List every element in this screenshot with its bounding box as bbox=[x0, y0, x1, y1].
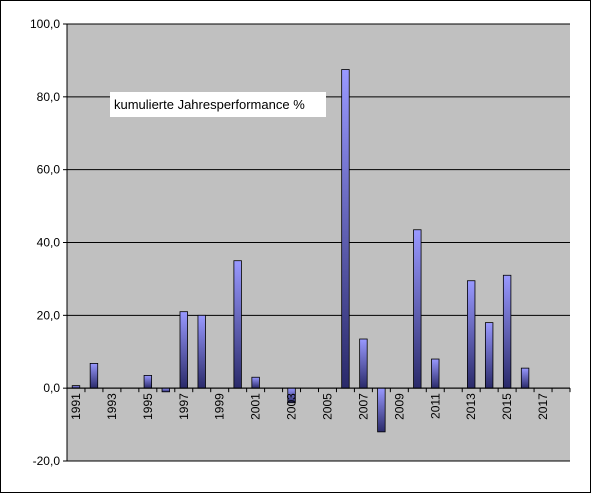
x-tick-label: 1991 bbox=[69, 393, 83, 420]
bar-2008 bbox=[377, 387, 386, 433]
bar-2010 bbox=[413, 229, 422, 389]
x-tick-label: 1995 bbox=[141, 393, 155, 420]
bar-1997 bbox=[179, 311, 188, 389]
bar-1998 bbox=[197, 314, 206, 389]
y-tick-label: -20,0 bbox=[33, 454, 61, 468]
bar-2013 bbox=[467, 280, 476, 389]
y-tick-label: 60,0 bbox=[37, 163, 61, 177]
x-tick-label: 2007 bbox=[356, 393, 370, 420]
x-tick-label: 1999 bbox=[213, 393, 227, 420]
bar-2011 bbox=[431, 358, 440, 389]
bar-2015 bbox=[502, 274, 512, 389]
chart-title-box: kumulierte Jahresperformance % bbox=[110, 92, 326, 117]
y-tick-label: 100,0 bbox=[30, 17, 60, 31]
x-tick-label: 2013 bbox=[464, 393, 478, 420]
x-tick-label: 1997 bbox=[177, 393, 191, 420]
y-tick-label: 80,0 bbox=[37, 90, 61, 104]
y-tick-label: 20,0 bbox=[37, 308, 61, 322]
y-tick-labels: -20,0 0,0 20,0 40,0 60,0 80,0 100,0 bbox=[30, 17, 60, 468]
x-tick-label: 2009 bbox=[392, 393, 406, 420]
x-tick-label: 2011 bbox=[428, 393, 442, 419]
bar-2006 bbox=[341, 69, 350, 389]
bar-1995 bbox=[143, 375, 153, 389]
bar-2000 bbox=[233, 260, 242, 389]
y-tick-label: 0,0 bbox=[43, 381, 60, 395]
x-tick-label: 2015 bbox=[500, 393, 514, 420]
y-tick-label: 40,0 bbox=[37, 236, 61, 250]
x-tick-labels: 1991 1993 1995 1997 1999 2001 2003 2005 2007 2009… bbox=[66, 388, 571, 420]
x-tick-label: 2005 bbox=[320, 393, 334, 420]
bar-2014 bbox=[484, 322, 494, 389]
bar-2001 bbox=[251, 376, 260, 389]
bar-2016 bbox=[520, 367, 530, 389]
bar-2007 bbox=[359, 338, 368, 389]
x-tick-label: 1993 bbox=[105, 393, 119, 420]
x-tick-label: 2001 bbox=[249, 393, 263, 420]
bar-1996 bbox=[161, 387, 170, 393]
x-tick-label: 2017 bbox=[536, 393, 550, 420]
bar-1992 bbox=[89, 363, 99, 389]
x-tick-label: 2003 bbox=[285, 393, 299, 420]
chart-title: kumulierte Jahresperformance % bbox=[114, 97, 305, 112]
